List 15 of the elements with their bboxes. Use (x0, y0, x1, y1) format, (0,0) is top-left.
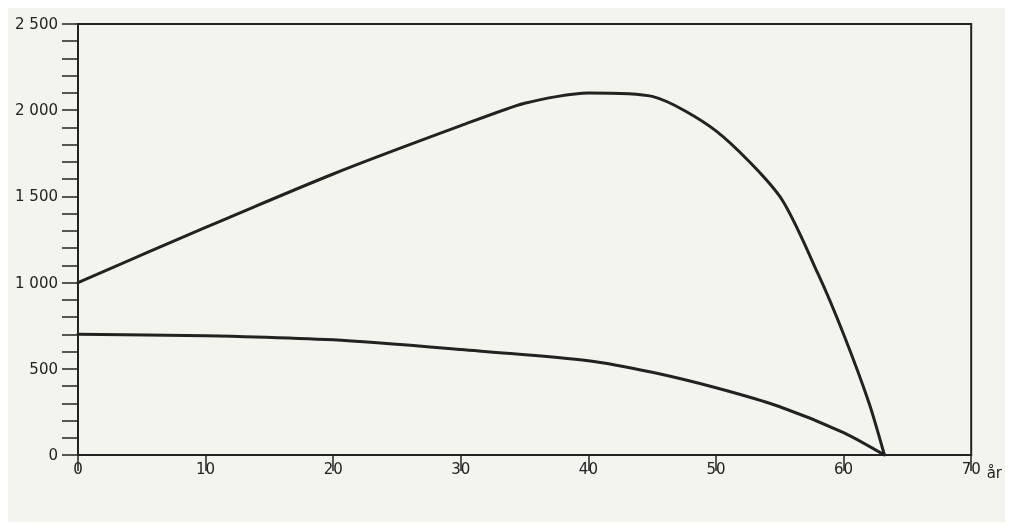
x-tick-label: 40 (578, 459, 598, 478)
x-axis-title: år (986, 463, 1003, 482)
x-tick-label: 60 (834, 459, 854, 478)
x-tick-label: 30 (451, 459, 471, 478)
y-tick-label: 2 500 (15, 15, 58, 33)
y-tick-label: 2 000 (15, 101, 58, 120)
x-tick-label: 10 (196, 459, 216, 478)
x-tick-label: 20 (323, 459, 343, 478)
x-tick-label: 50 (706, 459, 726, 478)
y-tick-label: 1 500 (15, 187, 58, 206)
y-tick-label: 500 (29, 359, 58, 378)
x-tick-label: 0 (73, 459, 83, 478)
x-tick-label: 70 (961, 459, 981, 478)
y-tick-label: 1 000 (15, 273, 58, 292)
y-tick-label: 0 (48, 446, 58, 464)
